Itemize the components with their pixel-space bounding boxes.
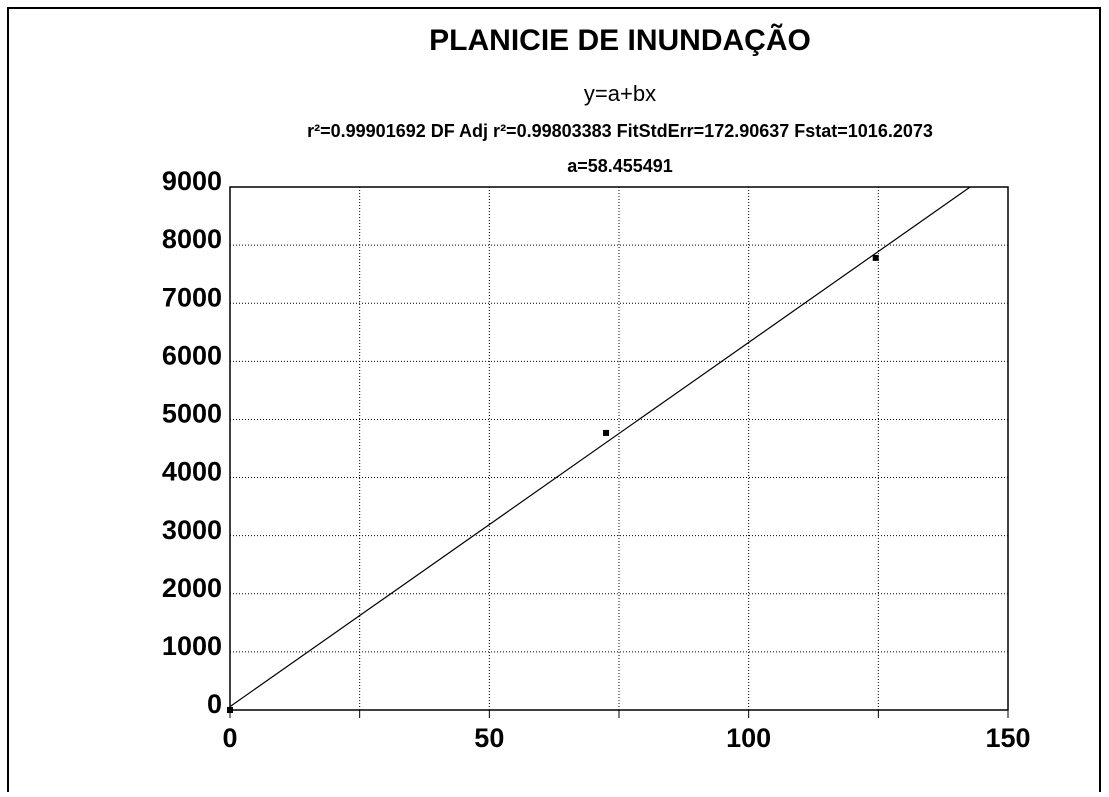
coefficient: a=58.455491	[567, 156, 673, 176]
point	[872, 254, 879, 261]
y-tick-label: 7000	[162, 282, 222, 312]
x-tick-label: 150	[985, 723, 1030, 753]
y-tick-label: 9000	[162, 166, 222, 196]
x-tick-label: 50	[474, 723, 504, 753]
point	[603, 429, 610, 436]
point	[227, 707, 233, 713]
y-tick-label: 2000	[162, 573, 222, 603]
frame	[7, 7, 1101, 797]
y-tick-label: 1000	[162, 631, 222, 661]
y-tick-label: 3000	[162, 515, 222, 545]
y-tick-label: 6000	[162, 340, 222, 370]
chart-title: PLANICIE DE INUNDAÇÃO	[429, 23, 811, 57]
y-tick-label: 0	[207, 689, 222, 719]
fit-line	[229, 186, 971, 708]
x-tick-label: 0	[222, 723, 237, 753]
stats: r²=0.99901692 DF Adj r²=0.99803383 FitSt…	[307, 121, 933, 141]
y-tick-label: 8000	[162, 224, 222, 254]
x-tick-label: 100	[726, 723, 771, 753]
chart-subtitle: y=a+bx	[584, 81, 656, 106]
plot-area	[229, 186, 1009, 711]
y-tick-label: 5000	[162, 399, 222, 429]
y-tick-label: 4000	[162, 457, 222, 487]
